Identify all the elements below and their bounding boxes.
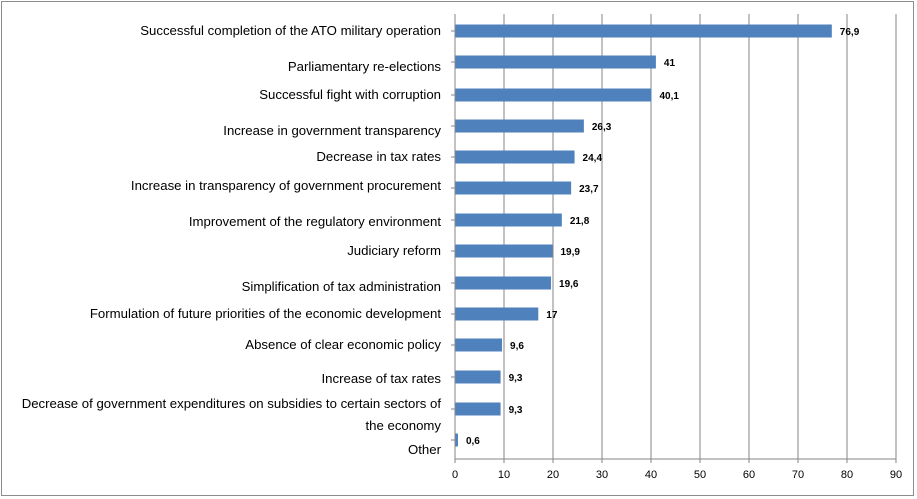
- data-label: 76,9: [840, 27, 860, 38]
- data-label: 41: [664, 58, 676, 69]
- x-tick-label: 90: [890, 469, 902, 481]
- category-label: Parliamentary re-elections: [287, 59, 441, 74]
- x-tick-label: 70: [792, 469, 804, 481]
- category-label: Formulation of future priorities of the …: [89, 306, 441, 321]
- data-label: 23,7: [579, 184, 599, 195]
- bar: [455, 150, 575, 164]
- category-label: Other: [408, 442, 441, 457]
- bar: [455, 276, 552, 290]
- bar: [455, 213, 562, 227]
- x-tick-label: 60: [743, 469, 755, 481]
- data-label: 9,3: [509, 405, 523, 416]
- category-label: Successful completion of the ATO militar…: [140, 23, 441, 38]
- bar: [455, 24, 832, 38]
- category-label: Absence of clear economic policy: [245, 337, 441, 352]
- data-label: 0,6: [466, 436, 480, 447]
- category-label: Decrease of government expenditures on s…: [21, 396, 441, 433]
- data-label: 21,8: [570, 216, 590, 227]
- bar: [455, 181, 572, 195]
- category-label: Increase of tax rates: [321, 371, 441, 386]
- bar: [455, 402, 501, 416]
- category-label: Judiciary reform: [347, 243, 441, 258]
- x-tick-label: 80: [841, 469, 853, 481]
- bar: [455, 338, 503, 352]
- bar: [455, 55, 656, 69]
- data-label: 19,9: [561, 247, 581, 258]
- x-tick-label: 50: [694, 469, 706, 481]
- data-label: 26,3: [592, 122, 612, 133]
- category-label: Successful fight with corruption: [259, 87, 441, 102]
- category-label: Simplification of tax administration: [241, 279, 441, 294]
- bar: [455, 433, 458, 447]
- category-label: Increase in government transparency: [223, 123, 441, 138]
- data-label: 40,1: [659, 91, 679, 102]
- bar: [455, 370, 501, 384]
- bar: [455, 88, 652, 102]
- x-tick-label: 0: [452, 469, 458, 481]
- x-tick-label: 40: [645, 469, 657, 481]
- x-tick-label: 20: [547, 469, 559, 481]
- category-label: Improvement of the regulatory environmen…: [188, 214, 441, 229]
- category-label: Increase in transparency of government p…: [130, 178, 441, 193]
- data-label: 9,3: [509, 373, 523, 384]
- x-tick-label: 30: [596, 469, 608, 481]
- data-label: 19,6: [559, 279, 579, 290]
- x-tick-label: 10: [498, 469, 510, 481]
- data-label: 24,4: [583, 153, 603, 164]
- bar: [455, 307, 539, 321]
- bar: [455, 244, 553, 258]
- bar: [455, 119, 584, 133]
- category-label: Decrease in tax rates: [316, 149, 441, 164]
- data-label: 9,6: [510, 341, 524, 352]
- data-label: 17: [546, 310, 558, 321]
